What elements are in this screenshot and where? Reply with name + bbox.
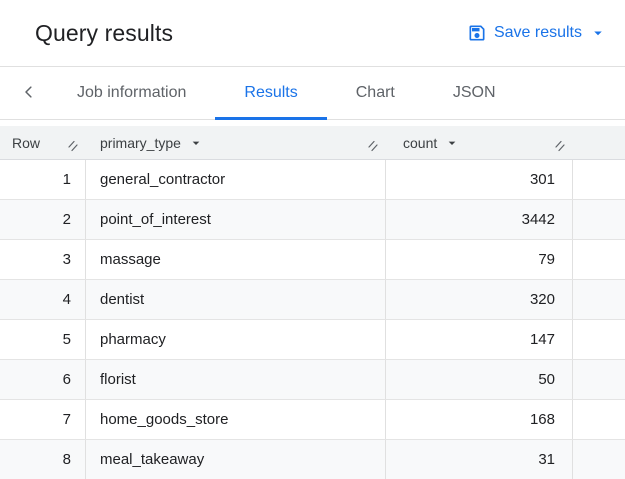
save-results-button[interactable]: Save results <box>467 23 607 43</box>
count-cell: 79 <box>386 240 573 279</box>
titlebar: Query results Save results <box>0 0 625 66</box>
table-row: 8 meal_takeaway 31 <box>0 440 625 479</box>
row-number-cell: 8 <box>0 440 86 479</box>
count-cell: 50 <box>386 360 573 399</box>
column-label: primary_type <box>100 134 181 151</box>
column-label: Row <box>12 134 41 151</box>
primary-type-cell: meal_takeaway <box>86 440 386 479</box>
table-body: 1 general_contractor 301 2 point_of_interest… <box>0 160 625 479</box>
row-filler <box>573 280 625 319</box>
column-header-filler <box>573 126 625 159</box>
row-filler <box>573 200 625 239</box>
table-row: 5 pharmacy 147 <box>0 320 625 360</box>
count-cell: 3442 <box>386 200 573 239</box>
row-filler <box>573 440 625 479</box>
save-results-label: Save results <box>493 24 582 41</box>
row-number-cell: 7 <box>0 400 86 439</box>
count-cell: 147 <box>386 320 573 359</box>
row-filler <box>573 360 625 399</box>
column-header-count: count <box>386 126 573 159</box>
tab-job-information[interactable]: Job information <box>48 67 215 119</box>
column-menu-arrow-icon[interactable] <box>444 135 460 151</box>
back-button[interactable] <box>10 67 48 119</box>
count-cell: 320 <box>386 280 573 319</box>
primary-type-cell: pharmacy <box>86 320 386 359</box>
table-header-row: Row primary_type co <box>0 126 625 160</box>
table-row: 4 dentist 320 <box>0 280 625 320</box>
arrow-drop-down-icon <box>589 24 607 42</box>
page-title: Query results <box>35 19 174 46</box>
column-resize-handle-icon[interactable] <box>554 139 566 155</box>
column-menu-arrow-icon[interactable] <box>188 135 204 151</box>
row-filler <box>573 240 625 279</box>
row-filler <box>573 400 625 439</box>
row-number-cell: 3 <box>0 240 86 279</box>
row-number-cell: 1 <box>0 160 86 199</box>
tab-json[interactable]: JSON <box>424 67 525 119</box>
chevron-left-icon <box>20 83 38 104</box>
column-resize-handle-icon[interactable] <box>67 139 79 155</box>
tab-results[interactable]: Results <box>215 67 328 120</box>
save-icon <box>467 23 487 43</box>
row-filler <box>573 320 625 359</box>
column-label: count <box>403 134 438 151</box>
results-table: Row primary_type co <box>0 126 625 479</box>
table-row: 1 general_contractor 301 <box>0 160 625 200</box>
row-number-cell: 6 <box>0 360 86 399</box>
tabbar: Job information Results Chart JSON <box>0 66 625 120</box>
tab-chart[interactable]: Chart <box>327 67 424 119</box>
table-row: 2 point_of_interest 3442 <box>0 200 625 240</box>
column-resize-handle-icon[interactable] <box>367 139 379 155</box>
count-cell: 301 <box>386 160 573 199</box>
row-number-cell: 5 <box>0 320 86 359</box>
row-number-cell: 4 <box>0 280 86 319</box>
primary-type-cell: home_goods_store <box>86 400 386 439</box>
table-row: 6 florist 50 <box>0 360 625 400</box>
primary-type-cell: general_contractor <box>86 160 386 199</box>
column-header-row: Row <box>0 126 86 159</box>
row-filler <box>573 160 625 199</box>
primary-type-cell: massage <box>86 240 386 279</box>
count-cell: 168 <box>386 400 573 439</box>
primary-type-cell: dentist <box>86 280 386 319</box>
primary-type-cell: point_of_interest <box>86 200 386 239</box>
table-row: 7 home_goods_store 168 <box>0 400 625 440</box>
row-number-cell: 2 <box>0 200 86 239</box>
table-row: 3 massage 79 <box>0 240 625 280</box>
primary-type-cell: florist <box>86 360 386 399</box>
count-cell: 31 <box>386 440 573 479</box>
column-header-primary-type: primary_type <box>86 126 386 159</box>
